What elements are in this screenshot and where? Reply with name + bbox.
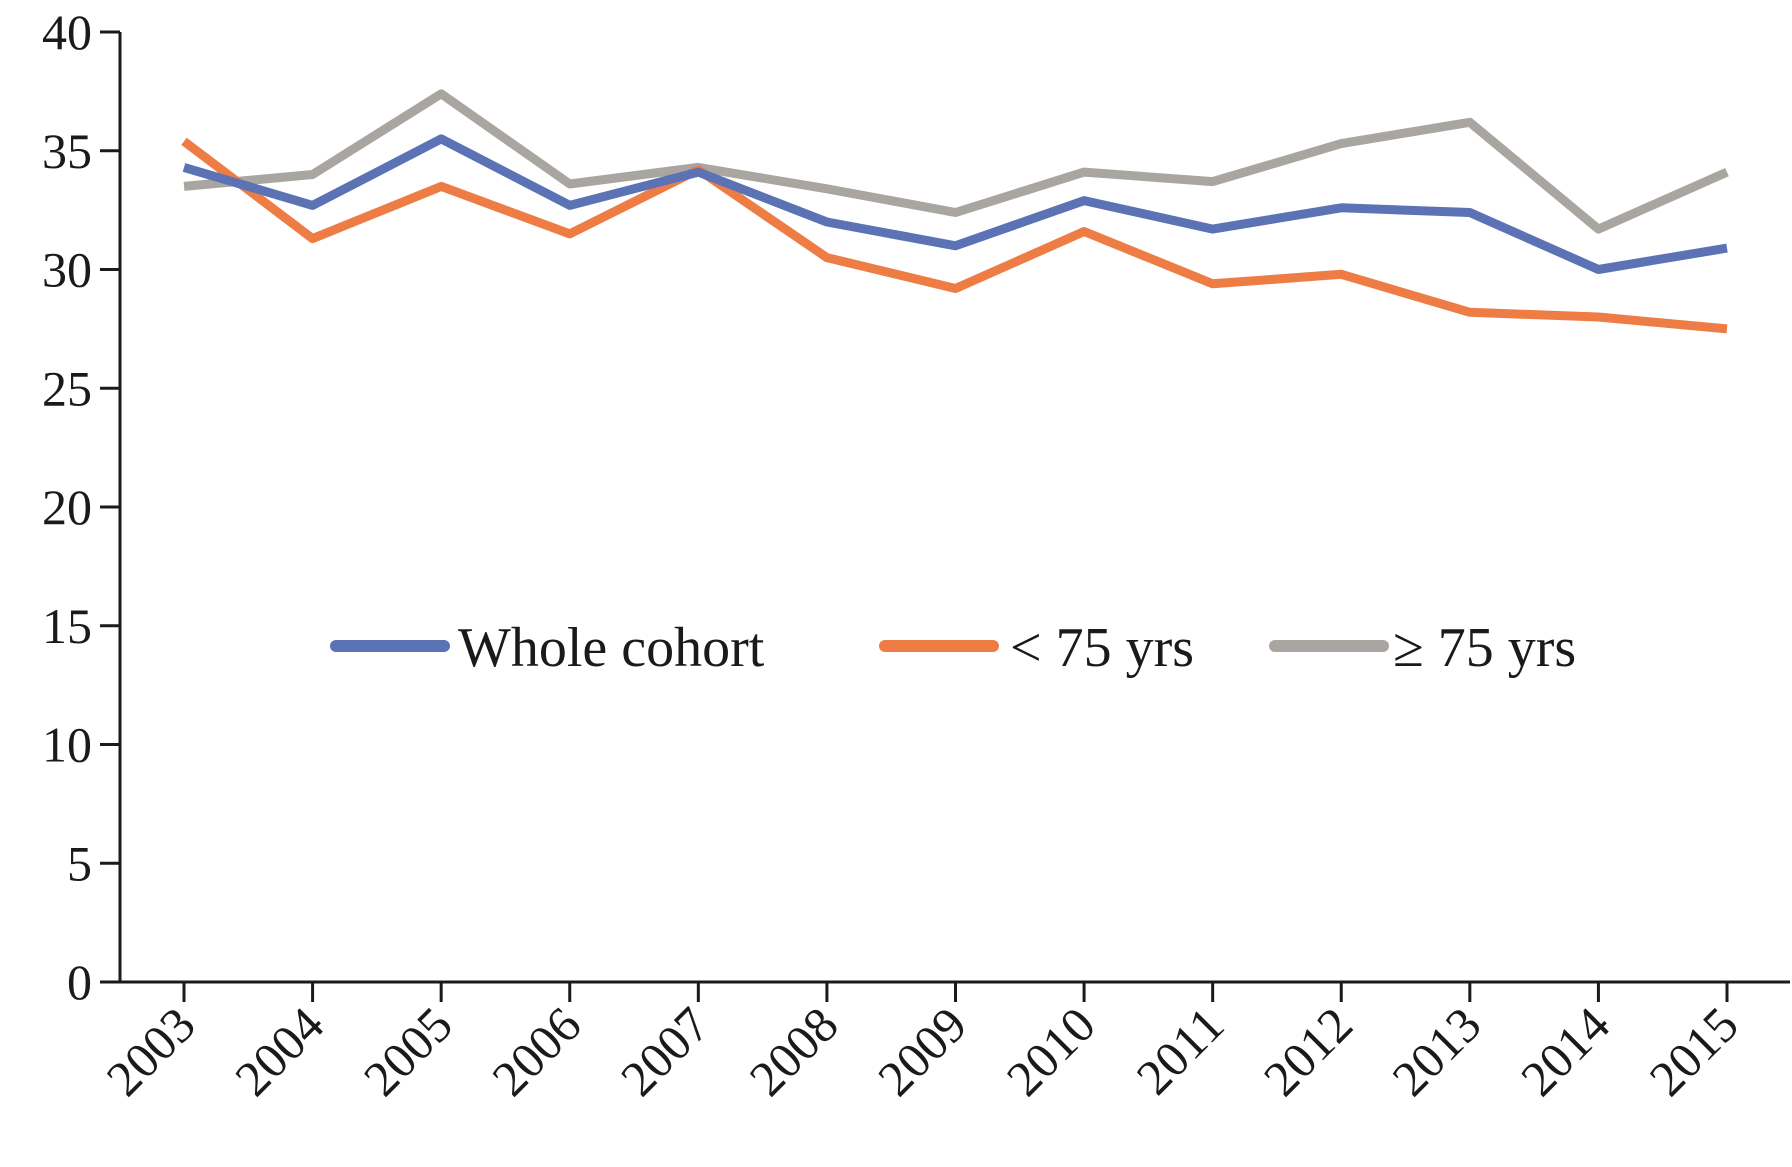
y-tick-label: 40 <box>42 4 92 60</box>
y-tick-label: 25 <box>42 360 92 416</box>
y-tick-label: 35 <box>42 123 92 179</box>
legend-label-0: Whole cohort <box>458 617 765 679</box>
x-tick-label: 2015 <box>1638 996 1748 1106</box>
x-tick-label: 2012 <box>1253 996 1363 1106</box>
x-tick-label: 2003 <box>95 996 205 1106</box>
x-tick-label: 2013 <box>1381 996 1491 1106</box>
y-tick-label: 30 <box>42 242 92 298</box>
axes: 0 5 10 15 20 25 30 35 40 2003 2004 2005 2006 2007 2008… <box>42 4 1790 1106</box>
y-tick-label: 10 <box>42 717 92 773</box>
y-tick-label: 0 <box>67 954 92 1010</box>
legend: Whole cohort < 75 yrs ≥ 75 yrs <box>330 617 1576 679</box>
series-line-1 <box>181 137 1728 334</box>
series-layer <box>181 89 1729 334</box>
legend-label-2: ≥ 75 yrs <box>1393 617 1576 679</box>
x-tick-label: 2004 <box>224 996 334 1106</box>
x-tick-label: 2008 <box>738 996 848 1106</box>
legend-label-1: < 75 yrs <box>1010 617 1194 679</box>
y-tick-label: 5 <box>67 835 92 891</box>
x-tick-label: 2007 <box>610 996 720 1106</box>
series-line-0 <box>182 134 1728 274</box>
x-tick-label: 2011 <box>1125 996 1234 1105</box>
x-tick-label: 2005 <box>353 996 463 1106</box>
y-tick-label: 15 <box>42 598 92 654</box>
x-tick-label: 2010 <box>996 996 1106 1106</box>
x-tick-label: 2006 <box>481 996 591 1106</box>
series-line-2 <box>183 89 1729 234</box>
x-tick-label: 2014 <box>1510 996 1620 1106</box>
y-tick-label: 20 <box>42 479 92 535</box>
x-tick-label: 2009 <box>867 996 977 1106</box>
